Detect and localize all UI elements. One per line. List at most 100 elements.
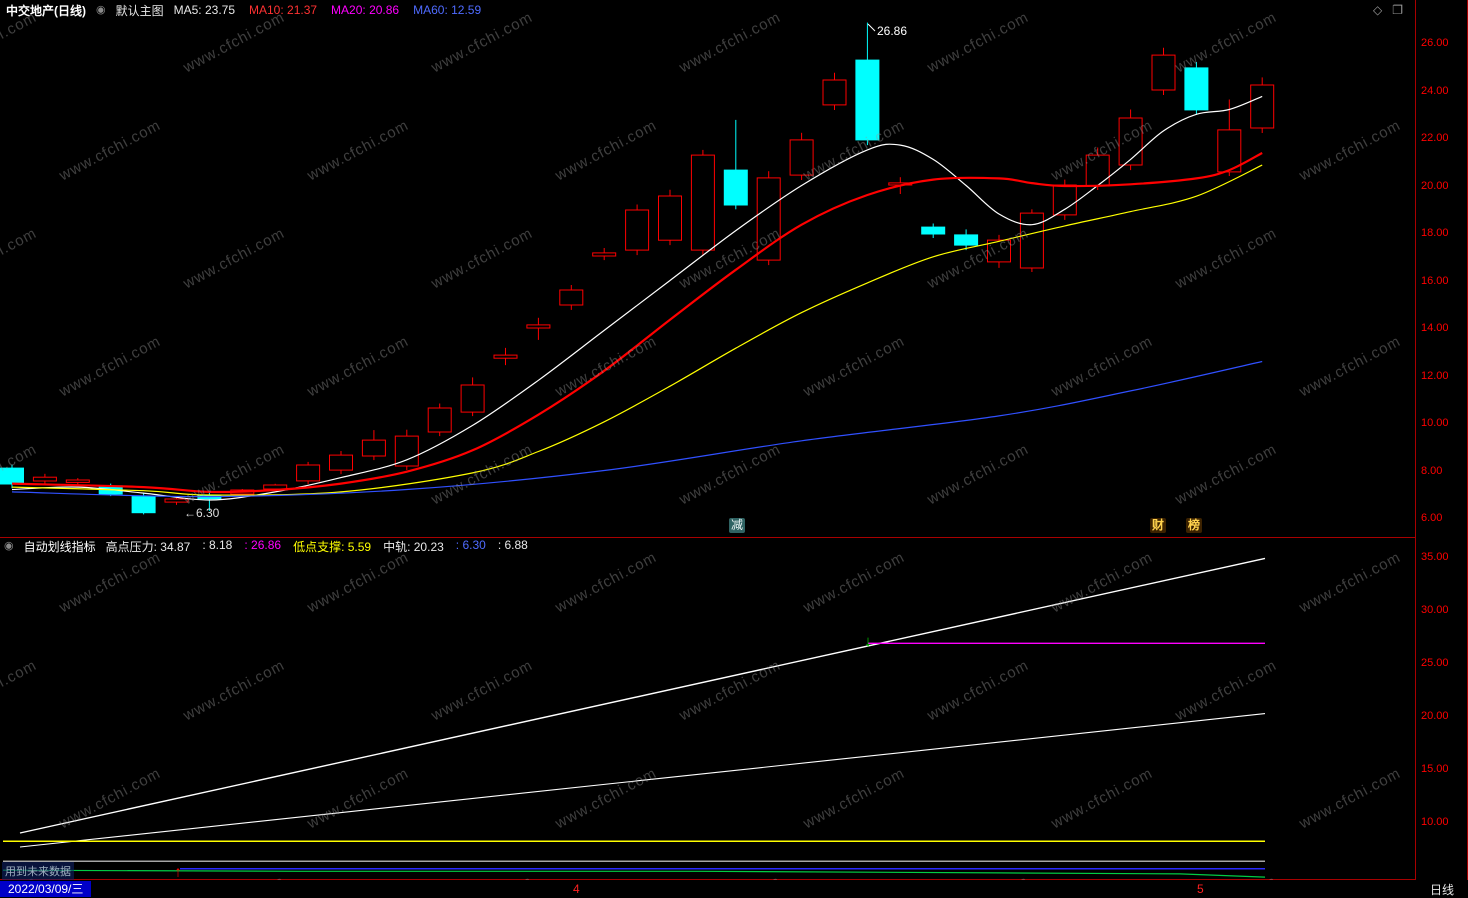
candle-up[interactable] [1250, 84, 1275, 129]
month-marker[interactable]: 5 [1197, 882, 1204, 896]
indicator-value-label: 中轨: 20.23 [383, 539, 444, 554]
candle-up[interactable] [427, 407, 452, 433]
candle-up[interactable] [625, 209, 650, 251]
indicator-dropdown-icon[interactable]: ◉ [4, 539, 14, 552]
future-data-note: 用到未来数据 [2, 862, 74, 880]
candle-up[interactable] [164, 498, 189, 503]
candle-up[interactable] [329, 454, 353, 471]
sell-signal-arrow: ↓ [864, 633, 872, 650]
candle-up[interactable] [1085, 154, 1110, 187]
candle-up[interactable] [822, 79, 847, 106]
ma-value-label: MA20: 20.86 [331, 3, 400, 17]
y-axis-label: 16.00 [1421, 274, 1449, 287]
y-axis-label: 20.00 [1421, 179, 1449, 192]
candle-down[interactable] [855, 59, 880, 141]
window-icon[interactable]: ❐ [1392, 3, 1403, 17]
y-axis-label: 12.00 [1421, 369, 1449, 382]
y-axis-label: 24.00 [1421, 84, 1449, 97]
candle-up[interactable] [394, 435, 419, 467]
y-axis-label: 30.00 [1421, 604, 1449, 616]
y-axis-label: 35.00 [1421, 551, 1449, 563]
candle-up[interactable] [1118, 117, 1143, 166]
indicator-title[interactable]: 自动划线指标 [23, 539, 96, 554]
indicator-value-label: 低点支撑: 5.59 [293, 539, 372, 554]
y-axis-label: 10.00 [1421, 816, 1449, 828]
indicator-value-label: 高点压力: 34.87 [105, 539, 191, 554]
ma-line-ma10 [11, 152, 1263, 494]
candle-up[interactable] [1019, 212, 1044, 269]
candle-up[interactable] [460, 384, 485, 413]
y-axis-label: 15.00 [1421, 763, 1449, 775]
date-badge[interactable]: 2022/03/09/三 [0, 881, 92, 897]
panel-divider[interactable] [0, 537, 1468, 538]
price-axis: 26.00 24.00 22.00 20.00 18.00 16.00 14.00 12.00… [1416, 0, 1468, 880]
y-axis-label: 20.00 [1421, 710, 1449, 722]
candle-up[interactable] [756, 177, 781, 261]
candle-down[interactable] [954, 234, 979, 246]
y-axis-label: 8.00 [1421, 464, 1443, 477]
diamond-icon[interactable]: ◇ [1373, 3, 1383, 17]
candle-up[interactable] [32, 476, 57, 482]
candle-up[interactable] [987, 239, 1011, 263]
indicator-value-label: : 26.86 [244, 537, 282, 552]
ma-value-label: MA10: 21.37 [249, 3, 318, 17]
peak-price-annotation: 26.86 [877, 24, 907, 38]
main-chart-header: 中交地产(日线) ◉ 默认主图 MA5: 23.75 MA10: 21.37 MA2… [0, 0, 1415, 20]
y-axis-label: 10.00 [1421, 417, 1449, 429]
ma-line-ma60 [11, 360, 1263, 498]
y-axis-label: 22.00 [1421, 132, 1449, 144]
indicator-value-label: : 6.30 [455, 537, 486, 552]
indicator-values: 高点压力: 34.87 : 8.18 : 26.86 低点支撑: 5.59 中轨: 20… [106, 538, 528, 555]
period-label[interactable]: 日线 [1429, 883, 1454, 897]
mid-trendline [19, 713, 1266, 848]
ma-value-label: MA5: 23.75 [173, 3, 235, 17]
upper-trendline [19, 557, 1266, 834]
low-price-annotation: ←6.30 [184, 506, 220, 520]
candle-up[interactable] [592, 252, 617, 257]
buy-signal-arrow: ↑ [174, 864, 182, 880]
candle-down[interactable] [723, 169, 748, 206]
y-axis-label: 26.00 [1421, 37, 1449, 49]
candle-up[interactable] [361, 439, 386, 457]
ma-values-list: MA5: 23.75 MA10: 21.37 MA20: 20.86 MA60: 12… [174, 3, 482, 17]
indicator-axis: 35.00 30.00 25.00 20.00 15.00 10.00 [1416, 0, 1468, 880]
candle-up[interactable] [559, 289, 584, 306]
green-baseline [2, 869, 1266, 878]
indicator-chart-canvas[interactable]: ↓↑ [0, 555, 1415, 880]
symbol-title[interactable]: 中交地产(日线) [6, 3, 86, 18]
candle-up[interactable] [1052, 184, 1077, 216]
indicator-value-label: : 8.18 [202, 537, 233, 552]
y-axis-label: 14.00 [1421, 322, 1449, 334]
candle-up[interactable] [690, 154, 715, 251]
candle-up[interactable] [1217, 129, 1242, 173]
candle-up[interactable] [296, 464, 321, 482]
y-axis-column [1415, 0, 1468, 898]
overlay-dropdown-icon[interactable]: ◉ [96, 3, 106, 16]
y-axis-label: 25.00 [1421, 657, 1449, 669]
candle-down[interactable] [1184, 67, 1209, 111]
overlay-indicator-label[interactable]: 默认主图 [115, 3, 164, 18]
indicator-value-label: : 6.88 [497, 537, 528, 552]
price-chart-canvas[interactable]: 26.86 ←6.30 [0, 20, 1415, 537]
candle-up[interactable] [1151, 54, 1176, 91]
statusbar-divider [0, 879, 1468, 880]
header-icons: ◇ ❐ [1373, 3, 1409, 17]
indicator-header: ◉ 自动划线指标 高点压力: 34.87 : 8.18 : 26.86 低点支撑: 5… [0, 538, 1415, 554]
candle-up[interactable] [789, 139, 814, 176]
candle-down[interactable] [0, 467, 24, 485]
ma-line-ma5 [11, 95, 1263, 501]
y-axis-label: 18.00 [1421, 227, 1449, 239]
ma-line-ma20 [11, 164, 1263, 496]
candle-up[interactable] [493, 354, 518, 359]
month-marker[interactable]: 4 [573, 882, 580, 896]
candle-down[interactable] [921, 226, 946, 235]
peak-leader-line [867, 23, 876, 32]
candle-up[interactable] [526, 324, 551, 329]
candle-up[interactable] [65, 479, 90, 483]
y-axis-label: 6.00 [1421, 512, 1443, 524]
candle-down[interactable] [131, 496, 156, 514]
candle-up[interactable] [658, 195, 682, 241]
